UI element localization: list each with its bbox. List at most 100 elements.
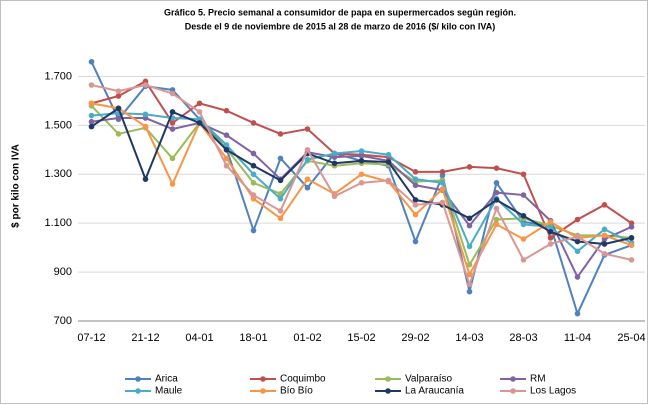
point [358, 180, 365, 186]
point [88, 100, 95, 107]
point [466, 261, 473, 268]
point [439, 186, 446, 192]
point [250, 227, 257, 234]
x-tick-label: 11-04 [564, 332, 591, 344]
point [223, 142, 230, 148]
point [574, 310, 581, 317]
point [493, 197, 500, 203]
legend-label: Coquimbo [280, 374, 326, 385]
point [601, 241, 608, 247]
point [358, 153, 365, 159]
point [466, 288, 473, 295]
point [250, 192, 257, 198]
point [412, 182, 419, 189]
y-tick-label: 900 [54, 266, 72, 278]
point [601, 250, 608, 257]
point [520, 171, 527, 178]
point [250, 180, 257, 186]
point [547, 241, 554, 247]
y-tick-label: 700 [54, 315, 72, 327]
point [142, 123, 149, 130]
point [439, 180, 446, 186]
legend-marker [260, 388, 266, 394]
point [601, 202, 608, 208]
point [493, 221, 500, 228]
point [169, 109, 176, 115]
point [439, 199, 446, 206]
point [385, 151, 392, 158]
point [223, 147, 230, 153]
y-tick-label: 1.700 [44, 70, 72, 82]
x-tick-label: 15-02 [347, 332, 375, 344]
y-tick-label: 1.500 [44, 119, 72, 131]
legend-marker [385, 376, 391, 382]
point [115, 93, 122, 99]
point [412, 211, 419, 218]
point [493, 205, 500, 212]
point [574, 248, 581, 255]
legend-label: Maule [155, 386, 183, 397]
legend-marker [135, 388, 141, 394]
point [304, 126, 311, 132]
point [142, 111, 149, 118]
point [520, 221, 527, 228]
point [88, 112, 95, 119]
point [493, 165, 500, 171]
point [574, 233, 581, 240]
point [115, 115, 122, 121]
legend-label: Bío Bío [280, 386, 313, 397]
legend-marker [510, 388, 516, 394]
legend-label: Valparaíso [405, 374, 453, 385]
point [628, 242, 635, 248]
point [520, 192, 527, 198]
point [88, 58, 95, 65]
point [277, 177, 284, 184]
point [169, 126, 176, 132]
y-axis-title: $ por kilo con IVA [11, 144, 22, 228]
legend-marker [135, 376, 141, 382]
x-tick-label: 28-03 [509, 332, 537, 344]
point [412, 176, 419, 182]
point [466, 164, 473, 170]
point [277, 131, 284, 137]
y-tick-label: 1.100 [44, 217, 72, 229]
point [574, 216, 581, 223]
point [385, 159, 392, 165]
point [115, 131, 122, 137]
point [223, 132, 230, 138]
point [547, 224, 554, 230]
point [88, 123, 95, 130]
point [223, 162, 230, 169]
chart-subtitle: Desde el 9 de noviembre de 2015 al 28 de… [185, 21, 495, 31]
point [466, 281, 473, 288]
chart-title: Gráfico 5. Precio semanal a consumidor d… [164, 7, 516, 17]
x-tick-label: 21-12 [131, 332, 159, 344]
point [169, 155, 176, 162]
point [304, 147, 311, 153]
point [277, 195, 284, 202]
point [142, 176, 149, 182]
point [358, 148, 365, 154]
point [304, 184, 311, 191]
y-tick-label: 1.300 [44, 168, 72, 180]
point [115, 88, 122, 94]
x-tick-label: 18-01 [239, 332, 267, 344]
legend-label: RM [530, 374, 546, 385]
point [223, 155, 230, 162]
point [331, 160, 338, 167]
point [574, 238, 581, 245]
point [439, 169, 446, 175]
x-tick-label: 14-03 [455, 332, 483, 344]
point [574, 274, 581, 280]
point [250, 150, 257, 157]
point [331, 150, 338, 157]
legend-label: La Araucanía [405, 386, 464, 397]
point [304, 176, 311, 182]
legend-label: Arica [155, 374, 178, 385]
point [88, 118, 95, 125]
point [385, 177, 392, 184]
point [466, 243, 473, 250]
point [115, 105, 122, 112]
point [196, 100, 203, 107]
